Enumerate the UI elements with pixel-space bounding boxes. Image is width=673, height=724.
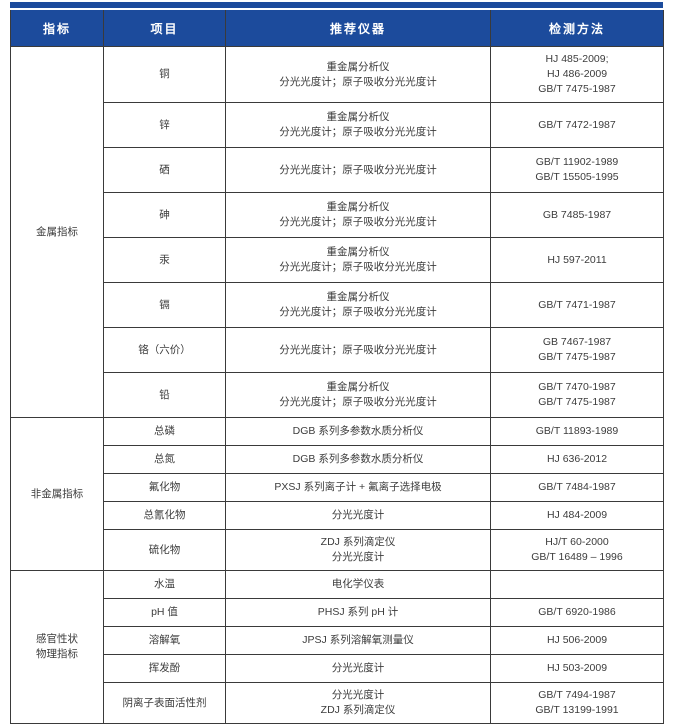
item-cell: 总氮 — [103, 445, 226, 474]
table-row: 砷重金属分析仪 分光光度计；原子吸收分光光度计 GB 7485-1987 — [11, 192, 664, 238]
table-row: 总氰化物 分光光度计 HJ 484-2009 — [11, 501, 664, 530]
item-cell: pH 值 — [103, 598, 226, 627]
item-cell: 阴离子表面活性剂 — [103, 682, 226, 724]
item-cell: 氟化物 — [103, 473, 226, 502]
item-cell: 铅 — [103, 372, 226, 418]
item-cell: 锌 — [103, 102, 226, 148]
instrument-cell: DGB 系列多参数水质分析仪 — [225, 445, 491, 474]
method-cell: HJ 485-2009; HJ 486-2009 GB/T 7475-1987 — [490, 46, 664, 103]
table-row: 铅重金属分析仪 分光光度计；原子吸收分光光度计 GB/T 7470-1987 GB/T… — [11, 372, 664, 418]
table-row: 阴离子表面活性剂 分光光度计 ZDJ 系列滴定仪 GB/T 7494-1987 GB/T… — [11, 682, 664, 724]
header-item: 项目 — [103, 10, 226, 47]
item-cell: 总氰化物 — [103, 501, 226, 530]
item-cell: 铜 — [103, 46, 226, 103]
method-cell: GB/T 7484-1987 — [490, 473, 664, 502]
instrument-cell: 重金属分析仪 分光光度计；原子吸收分光光度计 — [225, 192, 491, 238]
table-row: 铬（六价） 分光光度计；原子吸收分光光度计 GB 7467-1987 GB/T 747… — [11, 327, 664, 373]
table-header: 指标 项目 推荐仪器 检测方法 — [10, 10, 664, 47]
table-row: 锌重金属分析仪 分光光度计；原子吸收分光光度计 GB/T 7472-1987 — [11, 102, 664, 148]
instrument-cell: 重金属分析仪 分光光度计；原子吸收分光光度计 — [225, 372, 491, 418]
table-row: 感官性状 物理指标 水温 电化学仪表 — [10, 570, 664, 724]
instrument-cell: DGB 系列多参数水质分析仪 — [225, 417, 491, 446]
instrument-cell: 重金属分析仪 分光光度计；原子吸收分光光度计 — [225, 102, 491, 148]
method-cell: HJ 484-2009 — [490, 501, 664, 530]
table-row: 氟化物 PXSJ 系列离子计 + 氟离子选择电极 GB/T 7484-1987 — [11, 473, 664, 502]
instrument-cell: 重金属分析仪 分光光度计；原子吸收分光光度计 — [225, 46, 491, 103]
section-label: 感官性状 物理指标 — [10, 570, 104, 724]
instrument-cell: PHSJ 系列 pH 计 — [225, 598, 491, 627]
method-cell: HJ 503-2009 — [490, 654, 664, 683]
method-cell: GB/T 7470-1987 GB/T 7475-1987 — [490, 372, 664, 418]
header-instrument: 推荐仪器 — [225, 10, 491, 47]
item-cell: 镉 — [103, 282, 226, 328]
header-row: 指标 项目 推荐仪器 检测方法 — [10, 10, 664, 47]
instrument-cell: 重金属分析仪 分光光度计；原子吸收分光光度计 — [225, 237, 491, 283]
water-quality-spec-table: 指标 项目 推荐仪器 检测方法 金属指标铜重金属分析仪 分光光度计；原子吸收分光光… — [10, 10, 664, 724]
item-cell: 砷 — [103, 192, 226, 238]
table-row: 非金属指标 总磷 DGB 系列多参数水质分析仪 GB/T 11893-1989 — [10, 417, 664, 571]
instrument-cell: 重金属分析仪 分光光度计；原子吸收分光光度计 — [225, 282, 491, 328]
method-cell: HJ/T 60-2000 GB/T 16489 – 1996 — [490, 529, 664, 571]
method-cell: GB/T 6920-1986 — [490, 598, 664, 627]
instrument-cell: 电化学仪表 — [225, 570, 491, 599]
instrument-cell: 分光光度计 — [225, 654, 491, 683]
top-accent-strip — [10, 2, 663, 8]
table-row: pH 值 PHSJ 系列 pH 计 GB/T 6920-1986 — [11, 598, 664, 627]
method-cell: GB 7467-1987 GB/T 7475-1987 — [490, 327, 664, 373]
method-cell: HJ 636-2012 — [490, 445, 664, 474]
item-cell: 硫化物 — [103, 529, 226, 571]
item-cell: 溶解氧 — [103, 626, 226, 655]
table-section: 金属指标铜重金属分析仪 分光光度计；原子吸收分光光度计 HJ 485-2009; HJ… — [10, 46, 664, 418]
method-cell: GB/T 11902-1989 GB/T 15505-1995 — [490, 147, 664, 193]
table-row: 硒分光光度计；原子吸收分光光度计 GB/T 11902-1989 GB/T 1550… — [11, 147, 664, 193]
method-cell: HJ 597-2011 — [490, 237, 664, 283]
header-method: 检测方法 — [490, 10, 664, 47]
instrument-cell: 分光光度计 — [225, 501, 491, 530]
table-row: 挥发酚 分光光度计 HJ 503-2009 — [11, 654, 664, 683]
instrument-cell: 分光光度计；原子吸收分光光度计 — [225, 147, 491, 193]
method-cell: GB/T 11893-1989 — [490, 417, 664, 446]
method-cell: GB 7485-1987 — [490, 192, 664, 238]
item-cell: 铬（六价） — [103, 327, 226, 373]
table-section: 非金属指标 总磷 DGB 系列多参数水质分析仪 GB/T 11893-1989 总氮 DG… — [10, 417, 664, 571]
table-row: 金属指标铜重金属分析仪 分光光度计；原子吸收分光光度计 HJ 485-2009; HJ… — [10, 46, 664, 418]
table-row: 汞重金属分析仪 分光光度计；原子吸收分光光度计 HJ 597-2011 — [11, 237, 664, 283]
instrument-cell: PXSJ 系列离子计 + 氟离子选择电极 — [225, 473, 491, 502]
instrument-cell: 分光光度计；原子吸收分光光度计 — [225, 327, 491, 373]
section-label: 非金属指标 — [10, 417, 104, 571]
instrument-cell: ZDJ 系列滴定仪 分光光度计 — [225, 529, 491, 571]
item-cell: 水温 — [103, 570, 226, 599]
method-cell: GB/T 7494-1987 GB/T 13199-1991 — [490, 682, 664, 724]
method-cell: GB/T 7472-1987 — [490, 102, 664, 148]
instrument-cell: JPSJ 系列溶解氧测量仪 — [225, 626, 491, 655]
instrument-cell: 分光光度计 ZDJ 系列滴定仪 — [225, 682, 491, 724]
item-cell: 总磷 — [103, 417, 226, 446]
item-cell: 硒 — [103, 147, 226, 193]
item-cell: 挥发酚 — [103, 654, 226, 683]
method-cell: HJ 506-2009 — [490, 626, 664, 655]
method-cell — [490, 570, 664, 599]
table-row: 溶解氧 JPSJ 系列溶解氧测量仪 HJ 506-2009 — [11, 626, 664, 655]
table-row: 总氮 DGB 系列多参数水质分析仪 HJ 636-2012 — [11, 445, 664, 474]
header-indicator: 指标 — [10, 10, 104, 47]
section-label: 金属指标 — [10, 46, 104, 418]
table-row: 镉重金属分析仪 分光光度计；原子吸收分光光度计 GB/T 7471-1987 — [11, 282, 664, 328]
table-row: 硫化物 ZDJ 系列滴定仪 分光光度计 HJ/T 60-2000 GB/T 16489 … — [11, 529, 664, 571]
item-cell: 汞 — [103, 237, 226, 283]
method-cell: GB/T 7471-1987 — [490, 282, 664, 328]
